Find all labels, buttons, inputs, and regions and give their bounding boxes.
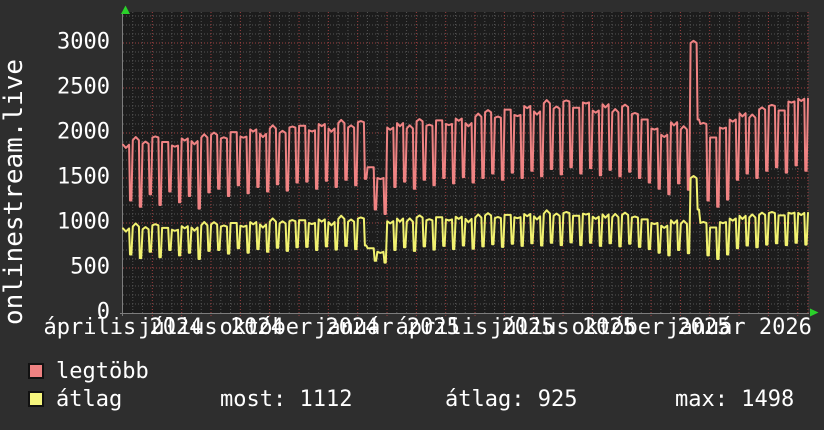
series-line-legtobb [122,39,809,215]
y-axis-tick-label: 1500 [57,164,110,190]
x-axis-label: október 2025 [571,315,731,340]
stat-most: most: 1112 [220,387,353,412]
x-axis-label: július 2025 [490,315,636,340]
stat-atlag: átlag: 925 [445,387,578,412]
y-axis-tick-label: 3000 [57,29,110,55]
x-axis-label: július 2024 [138,315,284,340]
x-axis-label: április 2025 [395,315,555,340]
x-axis-label: január 2025 [314,315,460,340]
y-axis-arrow-icon [121,5,130,14]
legend-label-atlag: átlag [56,387,123,412]
stat-max: max: 1498 [675,387,795,412]
x-axis-label: október 2024 [219,315,379,340]
y-axis-tick-label: 1000 [57,209,110,235]
legend-label-legtobb: legtöbb [56,359,149,384]
y-axis-tick-label: 500 [70,254,110,280]
legend-swatch-legtobb [28,363,44,379]
series-line-atlag [122,175,809,264]
y-axis-tick-label: 0 [96,299,110,325]
legend-swatch-atlag [28,391,44,407]
x-axis-arrow-icon [810,308,819,317]
y-axis-tick-label: 2000 [57,119,110,145]
y-axis-tick-label: 2500 [57,74,110,100]
x-axis-label: január 2026 [666,315,812,340]
x-axis-label: április 2024 [43,315,203,340]
